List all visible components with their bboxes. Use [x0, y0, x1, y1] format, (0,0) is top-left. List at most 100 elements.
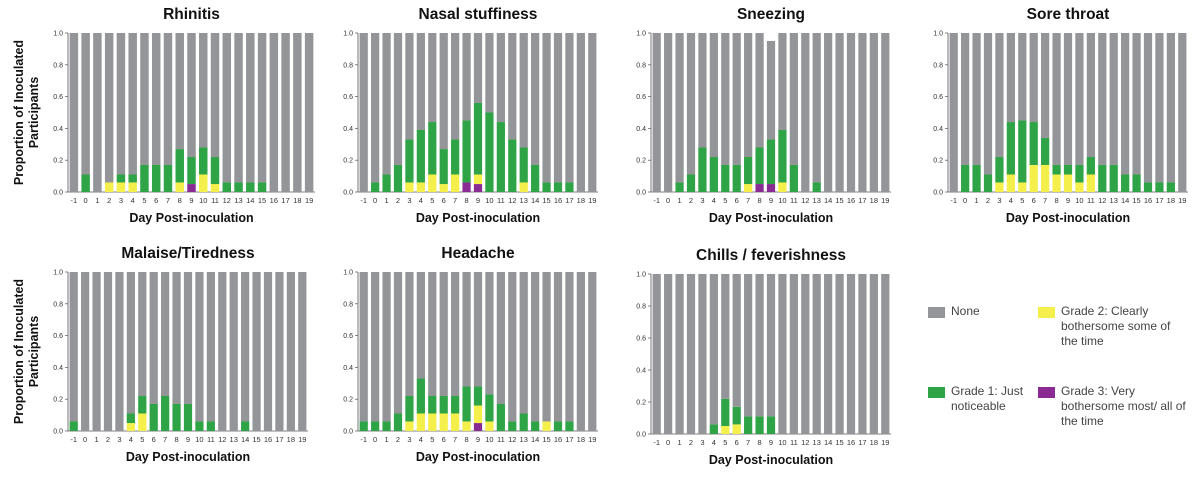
bar-grade-1-day-6	[439, 149, 448, 185]
x-tick-label: 16	[847, 438, 855, 447]
x-tick-label: 4	[419, 196, 423, 205]
x-tick-label: 16	[270, 196, 278, 205]
x-tick-label: 9	[1066, 196, 1070, 205]
bar-none-day-6	[439, 33, 448, 150]
bar-grade-1-day-4	[1006, 122, 1015, 175]
x-tick-label: 5	[140, 435, 144, 444]
bar-none-day-2	[686, 274, 696, 434]
x-tick-label: 13	[520, 435, 528, 444]
bar-grade-1-day-2	[393, 164, 403, 192]
bar-none-day-0	[664, 274, 673, 434]
x-tick-label: 19	[881, 196, 889, 205]
y-tick-label: 0.2	[343, 158, 353, 165]
bar-none-day-10	[485, 272, 494, 395]
bar-none-day-13	[1109, 33, 1118, 165]
y-tick-label: 0.6	[53, 94, 63, 101]
bar-none-day-5	[721, 33, 730, 165]
bar-grade-2-day-9	[1063, 174, 1073, 192]
bar-none-day-5	[428, 33, 437, 123]
bar-grade-1-day-2	[983, 174, 993, 192]
bar-none-day-7	[451, 272, 460, 397]
bar-none-day-1	[972, 33, 981, 165]
y-tick-label: 0.2	[343, 397, 353, 404]
y-tick-label: 0.4	[53, 126, 63, 133]
bar-none-day-10	[195, 272, 204, 422]
bar-none-day-4	[709, 274, 718, 425]
bar-grade-1-day-1	[972, 164, 981, 192]
x-tick-label: 14	[531, 435, 539, 444]
x-tick-label: 6	[442, 196, 446, 205]
x-tick-label: 8	[464, 435, 468, 444]
panel-3: 0.00.20.40.60.81.0-1 0 1 2 3 4 5 6 7 8 9 10 11 12 13 14…	[933, 6, 1188, 225]
y-axis-label: Proportion of InoculatedParticipants	[12, 40, 41, 185]
panel-title: Nasal stuffiness	[419, 6, 538, 23]
legend-item-none: None	[928, 304, 980, 319]
x-tick-label: 6	[152, 435, 156, 444]
bar-none-day-2	[104, 33, 114, 183]
x-tick-label: -1	[360, 435, 367, 444]
panel-title: Rhinitis	[163, 6, 220, 23]
y-tick-label: 1.0	[343, 270, 353, 277]
x-tick-label: 2	[107, 196, 111, 205]
bar-grade-1-day-9	[766, 139, 776, 185]
legend-item-grade-3: Grade 3: Very bothersome most/ all of th…	[1038, 384, 1188, 429]
bar-grade-1-day-3	[405, 396, 414, 422]
x-tick-label: 14	[1121, 196, 1129, 205]
bar-none-day-4	[1006, 33, 1015, 123]
bar-grade-1-day-4	[416, 378, 425, 414]
x-tick-label: 4	[131, 196, 135, 205]
x-tick-label: 6	[735, 196, 739, 205]
panel-1: 0.00.20.40.60.81.0-1 0 1 2 3 4 5 6 7 8 9 10 11 12 13 14…	[343, 6, 598, 225]
y-tick-label: 0.8	[636, 304, 646, 311]
bar-grade-1-day-8	[462, 386, 471, 422]
y-tick-label: 0.2	[933, 158, 943, 165]
bar-none-day-3	[698, 274, 707, 434]
x-tick-label: 13	[230, 435, 238, 444]
bar-none-day-17	[858, 33, 867, 192]
bar-none-day-19	[304, 33, 314, 192]
bar-none-day--1	[359, 33, 368, 192]
bar-none-day-7	[161, 272, 170, 397]
y-tick-label: 0.6	[343, 333, 353, 340]
bar-grade-1-day-7	[161, 396, 170, 431]
x-tick-label: 16	[554, 196, 562, 205]
bar-none-day-4	[709, 33, 718, 158]
bar-none-day-8	[755, 33, 764, 148]
bar-none-day-3	[405, 272, 414, 397]
y-tick-label: 0.6	[636, 336, 646, 343]
bar-grade-1-day-0	[371, 421, 380, 431]
x-tick-label: 19	[305, 196, 313, 205]
bar-none-day-11	[789, 33, 798, 165]
y-tick-label: 1.0	[53, 270, 63, 277]
x-tick-label: 15	[835, 196, 843, 205]
legend-label-grade-1: Grade 1: Just noticeable	[951, 384, 1024, 413]
x-tick-label: 12	[801, 196, 809, 205]
bar-grade-1-day-6	[439, 396, 448, 414]
bar-grade-1-day-16	[553, 182, 563, 192]
y-tick-label: 0.4	[933, 126, 943, 133]
bar-grade-2-day-9	[473, 405, 483, 424]
bar-grade-1-day-5	[138, 396, 147, 414]
y-tick-label: 0.6	[53, 333, 63, 340]
bar-grade-3-day-9	[473, 423, 483, 431]
bar-none-day--1	[949, 33, 958, 192]
bar-grade-1-day-10	[195, 421, 204, 431]
x-tick-label: 18	[870, 196, 878, 205]
x-tick-label: 14	[241, 435, 249, 444]
bar-grade-1-day-13	[812, 182, 821, 192]
y-tick-label: 0.4	[343, 365, 353, 372]
y-tick-label: 0.0	[636, 190, 646, 197]
bar-grade-1-day-8	[755, 416, 764, 434]
bar-grade-2-day-5	[1018, 182, 1027, 192]
bar-none-day-3	[405, 33, 414, 140]
bar-none-day-19	[881, 33, 890, 192]
panel-4: 0.00.20.40.60.81.0-1 0 1 2 3 4 5 6 7 8 9 10 11 12 13 14…	[12, 245, 308, 464]
bar-none-day-11	[210, 33, 220, 158]
bar-none-day-2	[393, 272, 403, 414]
x-tick-label: 17	[565, 196, 573, 205]
bar-none-day-17	[565, 272, 574, 422]
bar-grade-1-day-12	[508, 421, 517, 431]
x-tick-label: 9	[769, 196, 773, 205]
bar-grade-1-day-4	[126, 413, 135, 424]
y-tick-label: 0.2	[636, 158, 646, 165]
